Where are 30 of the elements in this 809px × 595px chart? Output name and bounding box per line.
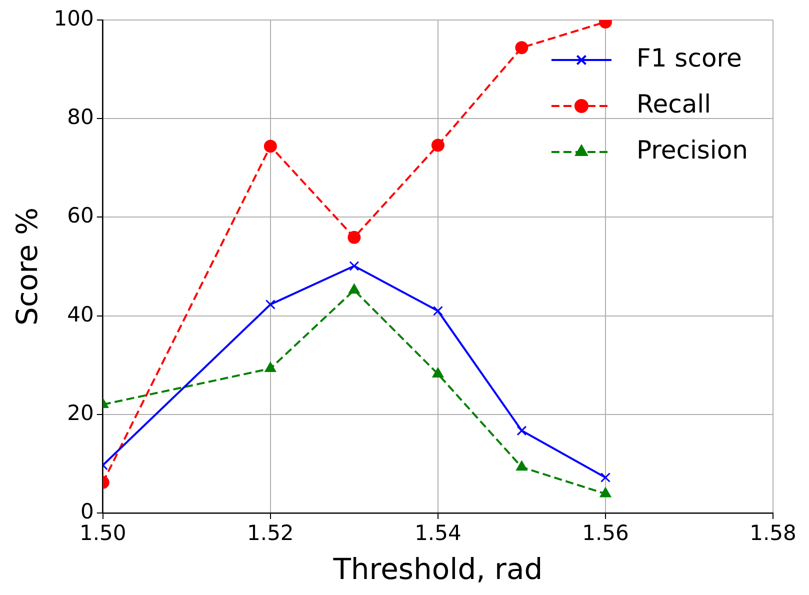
point xyxy=(431,138,444,152)
point xyxy=(349,261,360,271)
point xyxy=(265,299,276,310)
point xyxy=(516,426,527,436)
point xyxy=(348,230,361,244)
y-axis-title: Score % xyxy=(10,208,44,326)
legend-label: F1 score xyxy=(636,44,742,72)
x-tick-label: 1.56 xyxy=(582,521,629,546)
y-tick-label: 100 xyxy=(54,6,94,30)
point xyxy=(600,487,612,498)
point xyxy=(348,284,360,294)
x-tick-label: 1.52 xyxy=(247,521,294,546)
legend-label: Recall xyxy=(636,90,712,118)
x-tick-label: 1.58 xyxy=(750,521,796,546)
x-axis-title: Threshold, rad xyxy=(332,552,543,586)
point xyxy=(600,472,610,482)
point xyxy=(432,306,443,316)
y-tick-label: 80 xyxy=(67,105,94,130)
x-tick-label: 1.50 xyxy=(80,521,126,546)
point xyxy=(515,41,528,54)
y-tick-label: 40 xyxy=(67,302,94,326)
point xyxy=(432,367,444,378)
point xyxy=(516,460,528,471)
y-tick-label: 60 xyxy=(67,204,94,228)
legend-label: Precision xyxy=(636,136,748,164)
y-tick-label: 20 xyxy=(67,400,94,425)
point xyxy=(264,362,276,372)
y-tick-label: 0 xyxy=(80,499,94,524)
point xyxy=(264,140,277,153)
x-tick-label: 1.54 xyxy=(414,521,462,546)
